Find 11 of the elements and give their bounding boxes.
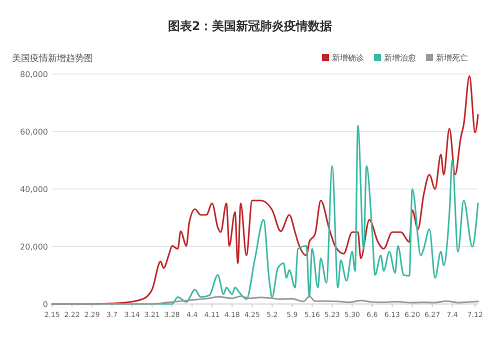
line-series	[51, 295, 479, 305]
legend-label: 新增确诊	[332, 54, 364, 62]
y-tick-label: 20,000	[20, 242, 48, 252]
y-tick-label: 60,000	[20, 127, 48, 136]
legend-label: 新增死亡	[436, 54, 468, 62]
y-tick-label: 80,000	[20, 70, 48, 79]
chart-subtitle: 美国疫情新增趋势图	[12, 53, 93, 64]
legend-label: 新增治愈	[384, 54, 416, 62]
y-tick-label: 40,000	[20, 184, 48, 194]
chart-title: 图表2：美国新冠肺炎疫情数据	[168, 19, 332, 33]
y-tick-label: 0	[42, 300, 48, 309]
